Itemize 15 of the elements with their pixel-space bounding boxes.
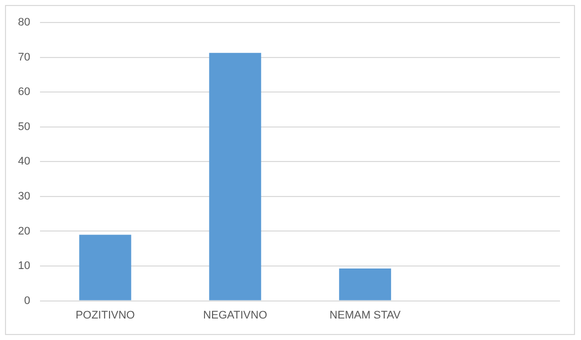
x-tick-label: NEGATIVNO <box>203 309 268 322</box>
bar <box>209 52 262 300</box>
y-tick-label: 60 <box>18 86 30 98</box>
y-tick-label: 70 <box>18 51 30 64</box>
y-tick-label: 80 <box>18 16 30 29</box>
y-tick-label: 0 <box>24 294 30 307</box>
bar <box>79 234 132 300</box>
bar <box>339 268 392 300</box>
y-tick-label: 20 <box>18 225 30 238</box>
y-tick-label: 10 <box>18 260 30 272</box>
y-tick-label: 40 <box>18 156 30 168</box>
y-tick-label: 50 <box>18 120 30 133</box>
x-tick-label: NEMAM STAV <box>330 309 402 322</box>
x-tick-label: POZITIVNO <box>76 309 136 322</box>
y-tick-label: 30 <box>18 190 30 203</box>
